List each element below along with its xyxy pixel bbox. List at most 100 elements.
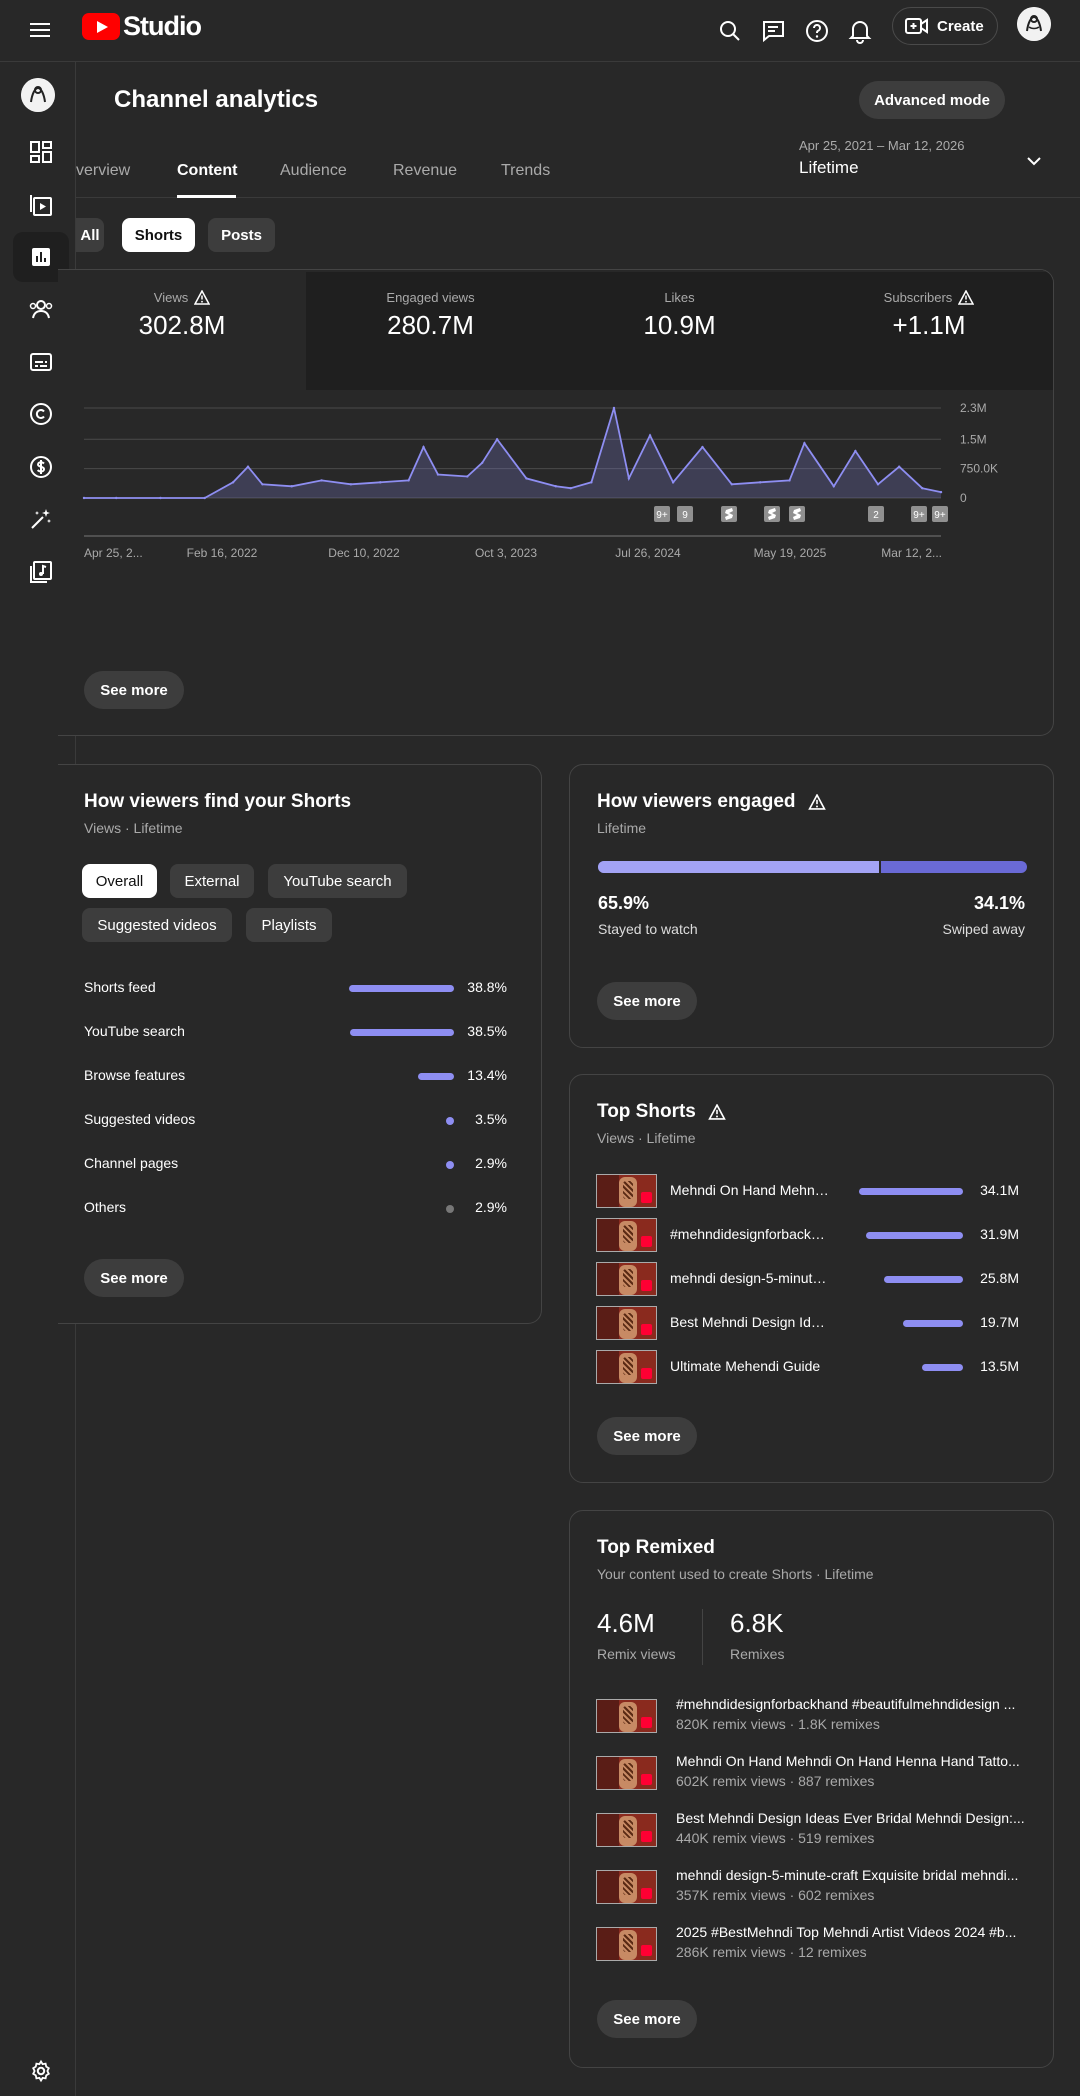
remix-row[interactable]: mehndi design-5-minute-craft Exquisite b… (596, 1867, 1026, 1907)
top-short-row[interactable]: Ultimate Mehendi Guide 13.5M (596, 1350, 1019, 1384)
chip-shorts[interactable]: Shorts (122, 218, 195, 252)
tab-overview[interactable]: verview (76, 162, 131, 179)
svg-text:9+: 9+ (913, 510, 925, 521)
data-point (701, 445, 704, 449)
menu-icon[interactable] (26, 14, 58, 46)
video-thumbnail[interactable] (596, 1756, 657, 1790)
youtube-studio-logo[interactable]: Studio (82, 11, 202, 42)
traffic-source-row[interactable]: Suggested videos 3.5% (84, 1111, 507, 1131)
video-thumbnail[interactable] (596, 1174, 657, 1208)
traffic-source-pct: 2.9% (475, 1155, 507, 1171)
video-thumbnail[interactable] (596, 1218, 657, 1252)
warning-icon (194, 290, 211, 305)
remix-row[interactable]: Best Mehndi Design Ideas Ever Bridal Meh… (596, 1810, 1026, 1850)
short-title: mehndi design-5-minute-craft (670, 1270, 830, 1286)
create-label: Create (937, 17, 984, 35)
top-shorts-see-more-button[interactable]: See more (597, 1417, 697, 1455)
channel-avatar[interactable] (21, 78, 55, 112)
sidebar-item-audio-library[interactable] (13, 547, 69, 597)
annotation-marker[interactable]: 9+ (932, 506, 948, 522)
traffic-source-row[interactable]: YouTube search 38.5% (84, 1023, 507, 1043)
sidebar-item-dashboard[interactable] (13, 127, 69, 177)
remix-row[interactable]: Mehndi On Hand Mehndi On Hand Henna Hand… (596, 1753, 1026, 1793)
views-line-chart[interactable]: 2.3M 1.5M 750.0K 0 9+ 9 2 9+ 9+ Apr 25, 2... Feb 1… (58, 400, 1054, 620)
stayed-pct: 65.9% (598, 893, 650, 913)
traffic-source-row[interactable]: Others 2.9% (84, 1199, 507, 1219)
data-point (730, 483, 733, 486)
video-thumbnail[interactable] (596, 1699, 657, 1733)
video-thumbnail[interactable] (596, 1350, 657, 1384)
tab-content[interactable]: Content (177, 162, 238, 179)
metric-likes[interactable]: Likes 10.9M (555, 270, 804, 390)
feedback-comment-icon[interactable] (753, 11, 793, 51)
top-remixed-see-more-button[interactable]: See more (597, 2000, 697, 2038)
annotation-marker[interactable]: 9+ (654, 506, 670, 522)
sidebar-item-copyright[interactable] (13, 389, 69, 439)
sidebar-item-community[interactable] (13, 284, 69, 334)
engagement-see-more-button[interactable]: See more (597, 982, 697, 1020)
chip-posts[interactable]: Posts (208, 218, 275, 252)
metric-label: Likes (664, 290, 695, 305)
remix-title: Best Mehndi Design Ideas Ever Bridal Meh… (676, 1810, 1025, 1826)
chip-suggested-videos[interactable]: Suggested videos (82, 908, 232, 942)
chip-overall[interactable]: Overall (82, 864, 157, 898)
metric-views[interactable]: Views 302.8M (58, 270, 306, 390)
data-point (246, 465, 250, 468)
chip-external[interactable]: External (170, 864, 254, 898)
annotation-marker[interactable]: 9 (677, 506, 693, 522)
create-button[interactable]: Create (892, 7, 998, 45)
tab-trends[interactable]: Trends (501, 162, 551, 179)
svg-text:9+: 9+ (656, 510, 668, 521)
advanced-mode-button[interactable]: Advanced mode (859, 81, 1005, 119)
metric-subscribers[interactable]: Subscribers +1.1M (804, 270, 1053, 390)
top-short-row[interactable]: mehndi design-5-minute-craft 25.8M (596, 1262, 1019, 1296)
account-avatar[interactable] (1017, 7, 1051, 41)
data-point (612, 406, 616, 410)
sidebar-item-customization[interactable] (13, 494, 69, 544)
traffic-see-more-button[interactable]: See more (84, 1259, 184, 1297)
video-thumbnail[interactable] (596, 1813, 657, 1847)
data-point (349, 483, 353, 486)
traffic-source-row[interactable]: Shorts feed 38.8% (84, 979, 507, 999)
sidebar-item-analytics[interactable] (13, 232, 69, 282)
annotation-marker[interactable] (789, 506, 805, 522)
video-thumbnail[interactable] (596, 1306, 657, 1340)
sidebar-item-content[interactable] (13, 180, 69, 230)
video-thumbnail[interactable] (596, 1927, 657, 1961)
traffic-sources-card: How viewers find your Shorts Views · Lif… (58, 764, 542, 1324)
remix-meta: 602K remix views · 887 remixes (676, 1773, 875, 1789)
metric-label: Views (153, 290, 189, 305)
traffic-source-row[interactable]: Channel pages 2.9% (84, 1155, 507, 1175)
remix-row[interactable]: #mehndidesignforbackhand #beautifulmehnd… (596, 1696, 1026, 1736)
short-title: Ultimate Mehendi Guide (670, 1358, 821, 1374)
chip-all[interactable]: All (76, 218, 104, 252)
search-icon[interactable] (710, 11, 750, 51)
metric-engaged-views[interactable]: Engaged views 280.7M (306, 270, 555, 390)
help-icon[interactable] (797, 11, 837, 51)
top-short-row[interactable]: Mehndi On Hand Mehndi On Hand 34.1M (596, 1174, 1019, 1208)
data-point (422, 445, 425, 449)
sidebar-item-settings[interactable] (13, 2046, 69, 2096)
sidebar-item-earn[interactable] (13, 442, 69, 492)
data-point (648, 434, 652, 437)
tab-revenue[interactable]: Revenue (393, 162, 458, 179)
annotation-marker[interactable]: 9+ (911, 506, 927, 522)
top-short-row[interactable]: Best Mehndi Design Ideas 19.7M (596, 1306, 1019, 1340)
annotation-marker[interactable] (764, 506, 780, 522)
video-thumbnail[interactable] (596, 1262, 657, 1296)
tab-audience[interactable]: Audience (280, 162, 347, 179)
chart-see-more-button[interactable]: See more (84, 671, 184, 709)
annotation-marker[interactable]: 2 (868, 506, 884, 522)
top-short-row[interactable]: #mehndidesignforbackhand 31.9M (596, 1218, 1019, 1252)
chip-playlists[interactable]: Playlists (246, 908, 332, 942)
remix-row[interactable]: 2025 #BestMehndi Top Mehndi Artist Video… (596, 1924, 1026, 1964)
community-icon (29, 300, 53, 319)
data-point (627, 477, 631, 480)
annotation-marker[interactable] (721, 506, 737, 522)
notifications-bell-icon[interactable] (840, 11, 880, 51)
chip-youtube-search[interactable]: YouTube search (268, 864, 407, 898)
video-thumbnail[interactable] (596, 1870, 657, 1904)
sidebar-item-subtitles[interactable] (13, 337, 69, 387)
traffic-source-row[interactable]: Browse features 13.4% (84, 1067, 507, 1087)
swiped-pct: 34.1% (973, 893, 1025, 913)
